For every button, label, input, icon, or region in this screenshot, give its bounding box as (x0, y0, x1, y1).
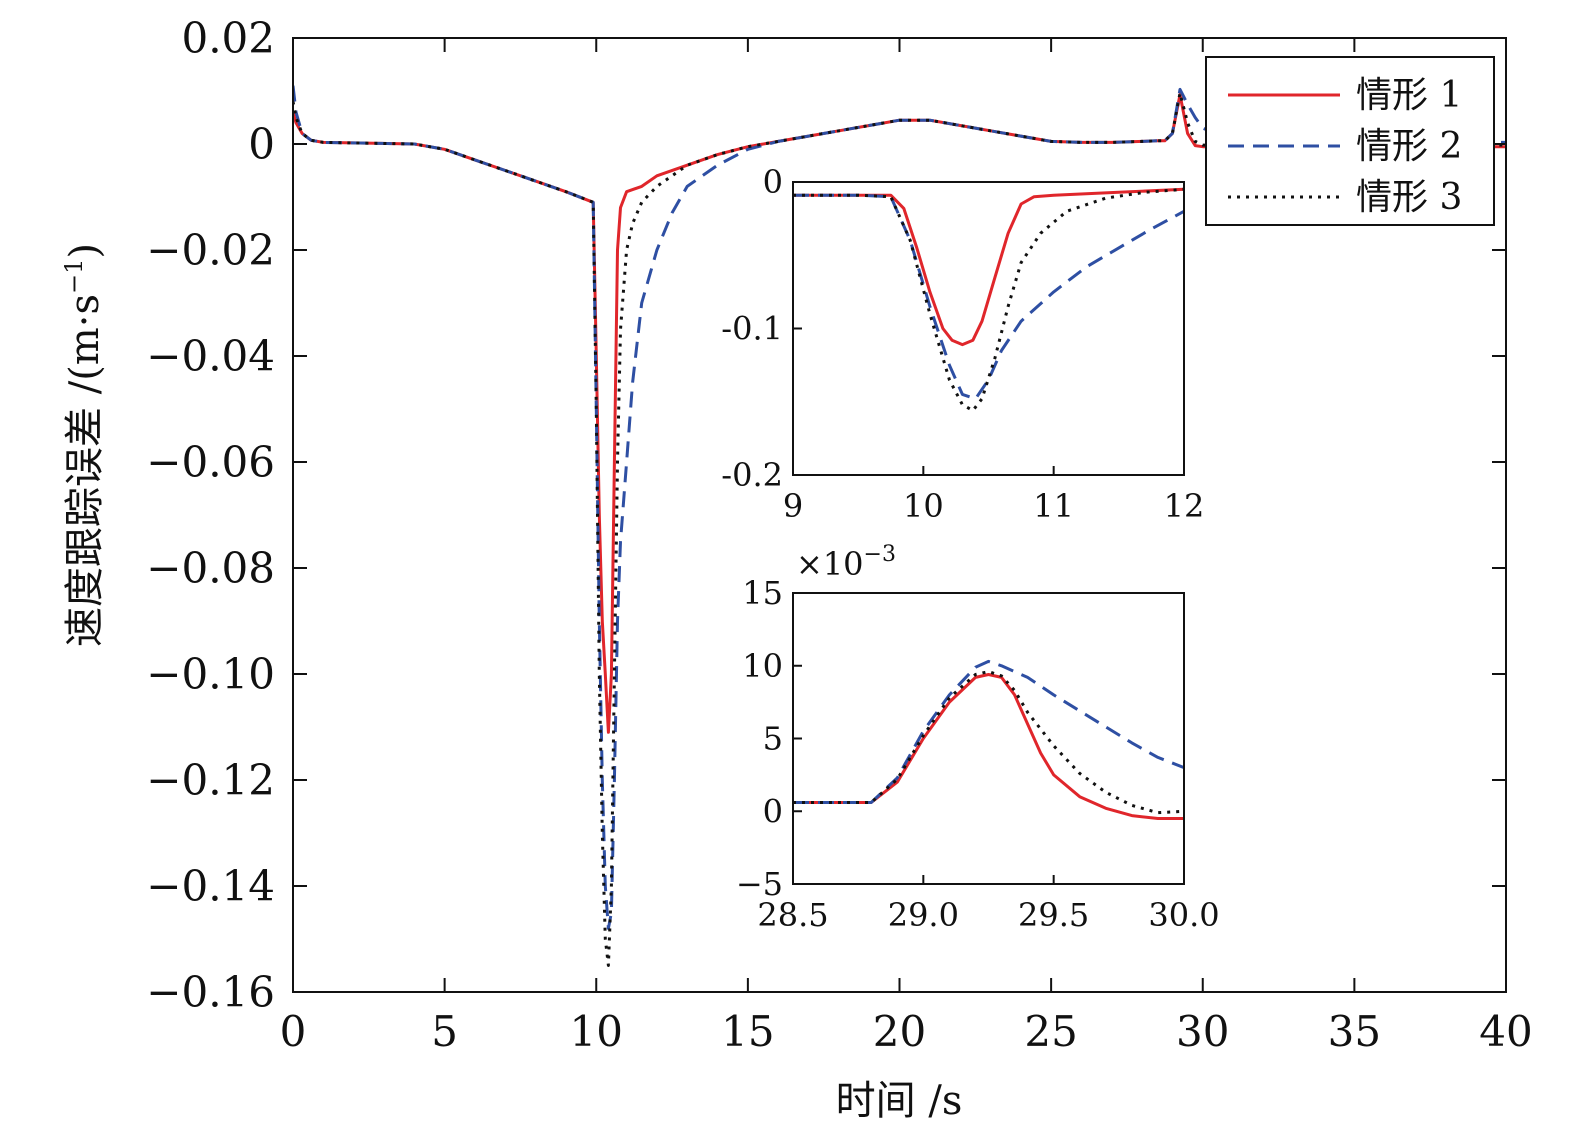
main-y-axis-label-close: ) (62, 243, 108, 259)
inset1-y-tick-label: -0.1 (721, 310, 783, 348)
main-x-tick-label: 40 (1479, 1007, 1532, 1056)
legend-label-3: 情形 3 (1356, 177, 1462, 218)
main-y-axis-label-text: 速度跟踪误差 /(m·s (62, 294, 108, 647)
inset2-y-tick-label: −5 (736, 865, 783, 903)
main-y-tick-label: 0.02 (181, 14, 275, 63)
legend-label-2: 情形 2 (1356, 126, 1462, 167)
main-y-tick-label: −0.06 (146, 438, 275, 487)
inset2-scale-label: ×10−3 (796, 542, 896, 583)
main-x-tick-label: 35 (1328, 1007, 1381, 1056)
inset1-y-tick-label: 0 (763, 163, 783, 201)
inset-plot-28-5-to-30: 28.5 29.0 29.5 30.0 15 10 5 0 −5 (736, 574, 1220, 934)
main-x-tick-label: 5 (431, 1007, 458, 1056)
inset1-y-tick-label: -0.2 (721, 456, 783, 494)
inset2-y-tick-label: 5 (763, 720, 783, 758)
inset1-series-1-line (793, 187, 1184, 347)
main-x-tick-label: 10 (570, 1007, 623, 1056)
main-y-axis-label-sup: −1 (60, 259, 88, 294)
main-y-tick-label: −0.14 (146, 862, 275, 911)
inset2-y-tick-label: 15 (742, 574, 783, 612)
inset1-x-tick-label: 10 (903, 487, 944, 525)
inset2-scale-label-text: ×10 (796, 545, 864, 583)
main-x-tick-label: 0 (280, 1007, 307, 1056)
main-y-tick-label: 0 (248, 120, 275, 169)
inset1-plot-area (793, 182, 1184, 475)
main-y-tick-label: −0.04 (146, 332, 275, 381)
inset1-x-tick-label: 9 (783, 487, 803, 525)
main-y-tick-label: −0.02 (146, 226, 275, 275)
main-series-2-line (293, 85, 1506, 930)
inset-plot-9-to-12: 9 10 11 12 0 -0.1 -0.2 (721, 163, 1204, 525)
inset1-series-group (793, 187, 1184, 412)
inset2-x-tick-label: 30.0 (1148, 896, 1219, 934)
inset2-plot-area (793, 593, 1184, 884)
main-y-tick-label: −0.12 (146, 756, 275, 805)
inset2-series-2-line (793, 659, 1184, 804)
legend: 情形 1 情形 2 情形 3 (1205, 56, 1495, 226)
main-x-tick-label: 30 (1176, 1007, 1229, 1056)
main-y-tick-label: −0.16 (146, 968, 275, 1017)
legend-label-1: 情形 1 (1356, 75, 1462, 116)
inset1-x-tick-label: 12 (1164, 487, 1205, 525)
main-y-axis-label: 速度跟踪误差 /(m·s−1) (60, 243, 108, 647)
main-series-group (293, 85, 1506, 967)
inset2-y-tick-label: 10 (742, 647, 783, 685)
inset2-x-tick-label: 28.5 (757, 896, 828, 934)
inset2-x-tick-label: 29.0 (888, 896, 959, 934)
inset1-x-tick-label: 11 (1033, 487, 1074, 525)
main-y-tick-label: −0.08 (146, 544, 275, 593)
inset2-y-tick-label: 0 (763, 792, 783, 830)
main-x-tick-label: 20 (873, 1007, 926, 1056)
inset2-series-3-line (793, 670, 1184, 815)
main-y-tick-label: −0.10 (146, 650, 275, 699)
legend-box (1205, 56, 1495, 226)
inset1-series-2-line (793, 193, 1184, 401)
inset2-x-tick-label: 29.5 (1018, 896, 1089, 934)
inset2-scale-label-sup: −3 (864, 542, 896, 567)
main-x-tick-label: 15 (721, 1007, 774, 1056)
main-x-tick-label: 25 (1024, 1007, 1077, 1056)
inset2-series-group (793, 659, 1184, 820)
main-x-axis-label: 时间 /s (836, 1078, 963, 1124)
